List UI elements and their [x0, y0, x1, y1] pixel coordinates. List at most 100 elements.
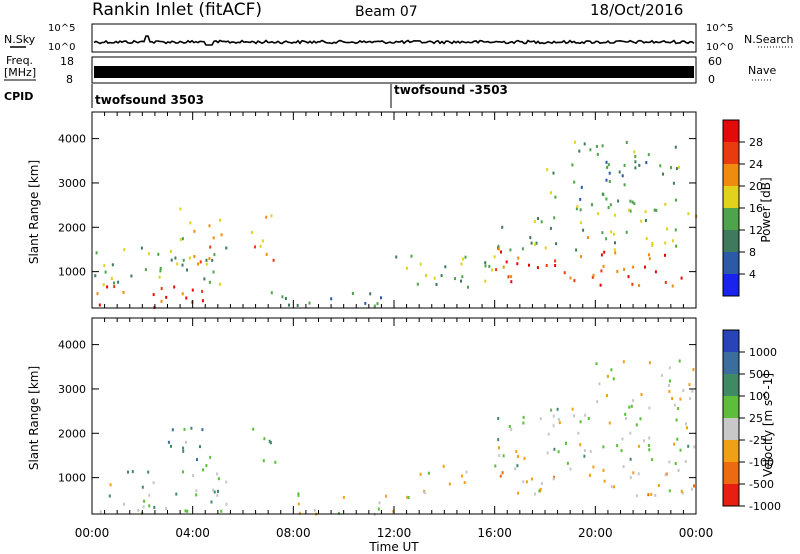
heatmap-cell — [201, 289, 204, 293]
heatmap-cell — [416, 282, 419, 286]
heatmap-cell — [460, 262, 463, 266]
heatmap-cell — [494, 464, 497, 468]
heatmap-cell — [212, 236, 215, 240]
heatmap-cell — [648, 436, 651, 440]
heatmap-cell — [159, 269, 162, 273]
heatmap-cell — [181, 292, 184, 296]
heatmap-cell — [442, 464, 445, 468]
heatmap-cell — [629, 431, 632, 435]
heatmap-cell — [639, 417, 642, 421]
heatmap-cell — [536, 266, 539, 270]
colorbar-tick-label: 500 — [749, 368, 770, 381]
heatmap-cell — [634, 160, 637, 164]
heatmap-cell — [675, 167, 678, 171]
heatmap-cell — [507, 275, 510, 279]
heatmap-cell — [288, 303, 290, 307]
heatmap-cell — [201, 428, 204, 432]
heatmap-cell — [497, 417, 500, 420]
power-panel-frame — [91, 111, 697, 309]
heatmap-cell — [539, 417, 542, 421]
heatmap-cell — [546, 168, 549, 172]
heatmap-cell — [645, 237, 648, 241]
heatmap-cell — [595, 362, 598, 366]
heatmap-cell — [297, 492, 300, 496]
heatmap-cell — [385, 494, 388, 498]
colorbar-tick-label: 16 — [749, 202, 763, 215]
x-tick-label: 16:00 — [477, 526, 512, 540]
heatmap-cell — [623, 267, 626, 271]
heatmap-cell — [674, 145, 677, 149]
heatmap-cell — [573, 279, 576, 283]
heatmap-cell — [262, 459, 265, 463]
heatmap-cell — [550, 191, 552, 195]
heatmap-cell — [499, 474, 502, 478]
heatmap-cell — [522, 415, 525, 419]
heatmap-cell — [440, 274, 443, 278]
heatmap-cell — [693, 445, 696, 449]
heatmap-cell — [102, 283, 105, 287]
velocity-panel-frame — [91, 317, 697, 515]
heatmap-cell — [657, 484, 660, 487]
heatmap-cell — [546, 451, 549, 455]
heatmap-cell — [174, 256, 177, 260]
heatmap-cell — [497, 438, 500, 442]
heatmap-cell — [95, 251, 98, 255]
heatmap-cell — [664, 473, 667, 477]
heatmap-cell — [522, 480, 525, 484]
heatmap-cell — [484, 279, 487, 283]
heatmap-cell — [589, 148, 592, 152]
heatmap-cell — [444, 265, 447, 269]
heatmap-cell — [579, 420, 582, 424]
y-tick-label: 2000 — [58, 221, 86, 234]
heatmap-cell — [465, 470, 468, 474]
heatmap-cell — [193, 255, 196, 258]
y-tick-label: 1000 — [58, 266, 86, 279]
heatmap-cell — [603, 479, 606, 483]
colorbar-segment — [723, 120, 739, 142]
heatmap-cell — [108, 494, 111, 498]
heatmap-cell — [205, 258, 208, 262]
heatmap-cell — [679, 397, 682, 401]
heatmap-cell — [578, 149, 581, 153]
heatmap-cell — [648, 448, 651, 452]
heatmap-cell — [189, 221, 192, 225]
heatmap-cell — [589, 450, 592, 453]
heatmap-cell — [259, 244, 262, 248]
heatmap-cell — [622, 465, 625, 469]
heatmap-cell — [130, 274, 133, 278]
freq-panel-frame — [91, 56, 697, 84]
heatmap-cell — [521, 247, 524, 251]
date-title: 18/Oct/2016 — [590, 1, 683, 19]
power-colorbar-label: Power [dB] — [759, 177, 773, 242]
heatmap-cell — [600, 269, 603, 273]
heatmap-cell — [631, 200, 634, 204]
heatmap-cell — [614, 251, 617, 255]
heatmap-cell — [633, 202, 636, 206]
heatmap-cell — [274, 460, 277, 464]
heatmap-cell — [179, 207, 182, 211]
noise-panel-frame — [91, 23, 697, 53]
colorbar-tick-label: 100 — [749, 390, 770, 403]
heatmap-cell — [650, 492, 653, 496]
heatmap-cell — [616, 270, 619, 273]
heatmap-cell — [677, 469, 680, 472]
heatmap-cell — [220, 233, 223, 237]
heatmap-cell — [509, 248, 512, 252]
freq-tick-bottom: 8 — [66, 73, 73, 86]
freq-label-line1: Freq. — [6, 54, 33, 67]
heatmap-cell — [552, 171, 555, 175]
heatmap-cell — [667, 384, 670, 387]
heatmap-cell — [530, 241, 533, 245]
heatmap-cell — [515, 450, 518, 453]
colorbar-segment — [723, 352, 739, 374]
heatmap-cell — [141, 485, 144, 489]
heatmap-cell — [281, 295, 284, 299]
heatmap-cell — [184, 509, 187, 513]
heatmap-cell — [143, 499, 146, 503]
heatmap-cell — [131, 470, 134, 474]
heatmap-cell — [165, 506, 167, 510]
heatmap-cell — [517, 455, 519, 458]
heatmap-cell — [297, 502, 300, 506]
heatmap-cell — [376, 302, 379, 306]
heatmap-cell — [373, 304, 376, 308]
